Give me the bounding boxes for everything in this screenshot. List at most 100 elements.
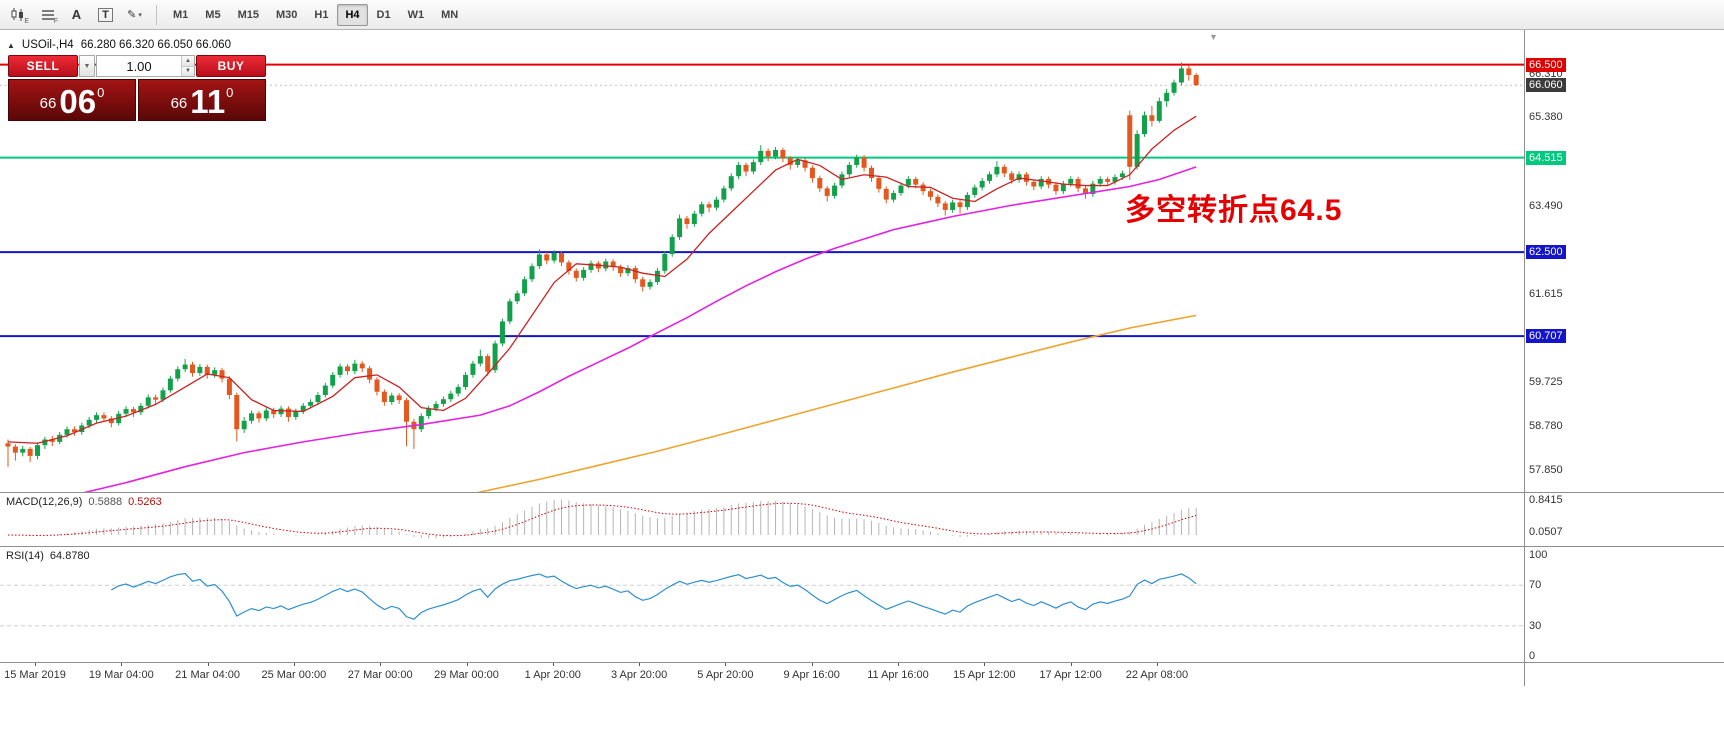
rsi-value: 64.8780: [49, 550, 90, 562]
candle-body: [293, 411, 299, 418]
candle-body: [529, 266, 535, 280]
timeframe-button-m1[interactable]: M1: [173, 8, 189, 21]
candle-body: [426, 408, 432, 417]
price-badge: 66.500: [1526, 57, 1566, 72]
candle-body: [1142, 115, 1148, 135]
candle-body: [160, 390, 166, 400]
main-chart-panel: 66.310 65.380 63.490 61.615 59.725 58.780 57.8…: [0, 30, 1724, 492]
macd-label: MACD(12,26,9) 0.5888 0.5263: [6, 496, 162, 508]
candle-body: [20, 448, 26, 453]
candle-body: [463, 374, 469, 388]
timeframe-button-w1[interactable]: W1: [407, 8, 425, 21]
candle-body: [1090, 183, 1096, 194]
candle-body: [603, 261, 609, 269]
text-box-icon: T: [98, 7, 113, 22]
indicator-list-button[interactable]: F: [34, 3, 61, 27]
price-tick-label: 57.850: [1529, 463, 1563, 476]
candle-body: [455, 387, 461, 394]
candle-body: [167, 378, 173, 391]
candle-body: [1178, 68, 1184, 83]
candle-body: [1105, 179, 1111, 182]
macd-chart[interactable]: [0, 493, 1524, 546]
time-tick: [1156, 663, 1158, 666]
trade-buttons-row: SELL ▼ ▲ ▼ BUY: [8, 55, 266, 77]
time-label: 25 Mar 00:00: [261, 669, 327, 681]
candle-body: [832, 185, 838, 196]
timeframe-button-m5[interactable]: M5: [205, 8, 221, 21]
sell-price-prefix: 66: [39, 95, 57, 112]
candle-body: [684, 218, 690, 224]
time-label: 19 Mar 04:00: [88, 669, 154, 681]
candle-body: [49, 439, 55, 442]
candle-body: [868, 167, 874, 179]
rsi-chart[interactable]: [0, 547, 1524, 662]
time-tick: [725, 663, 727, 666]
one-click-trade-panel: SELL ▼ ▲ ▼ BUY 66 06 0: [8, 55, 266, 121]
candle-body: [669, 237, 675, 254]
time-label: 5 Apr 20:00: [697, 669, 754, 681]
candle-body: [920, 184, 926, 192]
volume-dropdown[interactable]: ▼: [79, 55, 95, 77]
timeframe-button-h1[interactable]: H1: [314, 8, 329, 21]
candle-body: [713, 199, 719, 208]
candle-body: [448, 393, 454, 400]
text-label-button[interactable]: A: [63, 3, 90, 27]
candle-body: [1038, 179, 1044, 187]
chart-objects-button[interactable]: E: [5, 3, 32, 27]
time-label: 29 Mar 00:00: [434, 669, 499, 681]
candle-body: [123, 409, 129, 414]
candle-body: [322, 385, 328, 396]
macd-axis[interactable]: 0.8415 0.0507: [1524, 493, 1724, 546]
candle-body: [396, 395, 402, 401]
time-tick: [121, 663, 123, 666]
candle-body: [972, 187, 978, 195]
candle-body: [618, 267, 624, 274]
candle-body: [285, 408, 291, 418]
candle-body: [86, 419, 92, 426]
chart-shift-marker-icon[interactable]: ▼: [1209, 32, 1218, 42]
price-tick-label: 65.380: [1529, 111, 1563, 124]
candle-body: [271, 410, 277, 415]
buy-button[interactable]: BUY: [196, 55, 266, 77]
time-tick: [293, 663, 295, 666]
annotation-text: 多空转折点64.5: [1125, 194, 1343, 227]
timeframe-button-d1[interactable]: D1: [376, 8, 391, 21]
sell-button[interactable]: SELL: [8, 55, 78, 77]
candle-body: [876, 178, 882, 189]
price-chart[interactable]: [0, 30, 1524, 492]
candle-body: [94, 415, 100, 420]
symbol-title: USOil-,H4: [21, 39, 74, 51]
timeframe-button-h4[interactable]: H4: [337, 3, 368, 26]
time-axis[interactable]: 15 Mar 2019 19 Mar 04:00 21 Mar 04:00 25 Ma…: [0, 662, 1724, 686]
drawing-tools-button[interactable]: ✎ ▾: [121, 3, 148, 27]
candle-body: [1193, 74, 1199, 86]
volume-increase-button[interactable]: ▲: [182, 56, 194, 66]
candle-body: [492, 343, 498, 371]
rsi-axis[interactable]: 100 70 30 0: [1524, 547, 1724, 662]
toolbar: E F A T ✎ ▾ M1 M5 M15 M30 H1 H4 D1 W1 MN: [0, 0, 1724, 30]
candle-body: [640, 279, 646, 287]
candle-body: [485, 356, 491, 372]
collapse-arrow-icon[interactable]: ▲: [7, 40, 15, 50]
timeframe-button-m30[interactable]: M30: [275, 8, 298, 21]
text-box-button[interactable]: T: [92, 3, 119, 27]
candle-body: [632, 268, 638, 280]
rsi-tick-label: 0: [1529, 650, 1536, 662]
timeframe-button-mn[interactable]: MN: [441, 8, 459, 21]
candle-body: [35, 445, 41, 456]
buy-price-tile[interactable]: 66 11 0: [138, 79, 266, 121]
volume-decrease-button[interactable]: ▼: [182, 65, 194, 76]
candle-body: [337, 366, 343, 375]
candle-body: [677, 218, 683, 238]
candle-body: [204, 366, 210, 375]
sell-price-tile[interactable]: 66 06 0: [8, 79, 136, 121]
timeframe-button-m15[interactable]: M15: [237, 8, 259, 21]
candle-body: [389, 395, 395, 403]
volume-input[interactable]: [97, 56, 194, 76]
macd-min-label: 0.0507: [1529, 526, 1563, 538]
time-label: 3 Apr 20:00: [610, 669, 668, 681]
candle-body: [101, 415, 107, 419]
price-axis[interactable]: 66.310 65.380 63.490 61.615 59.725 58.780 57.8…: [1524, 30, 1724, 492]
candle-body: [610, 261, 616, 268]
time-label: 15 Mar 2019: [4, 669, 66, 681]
